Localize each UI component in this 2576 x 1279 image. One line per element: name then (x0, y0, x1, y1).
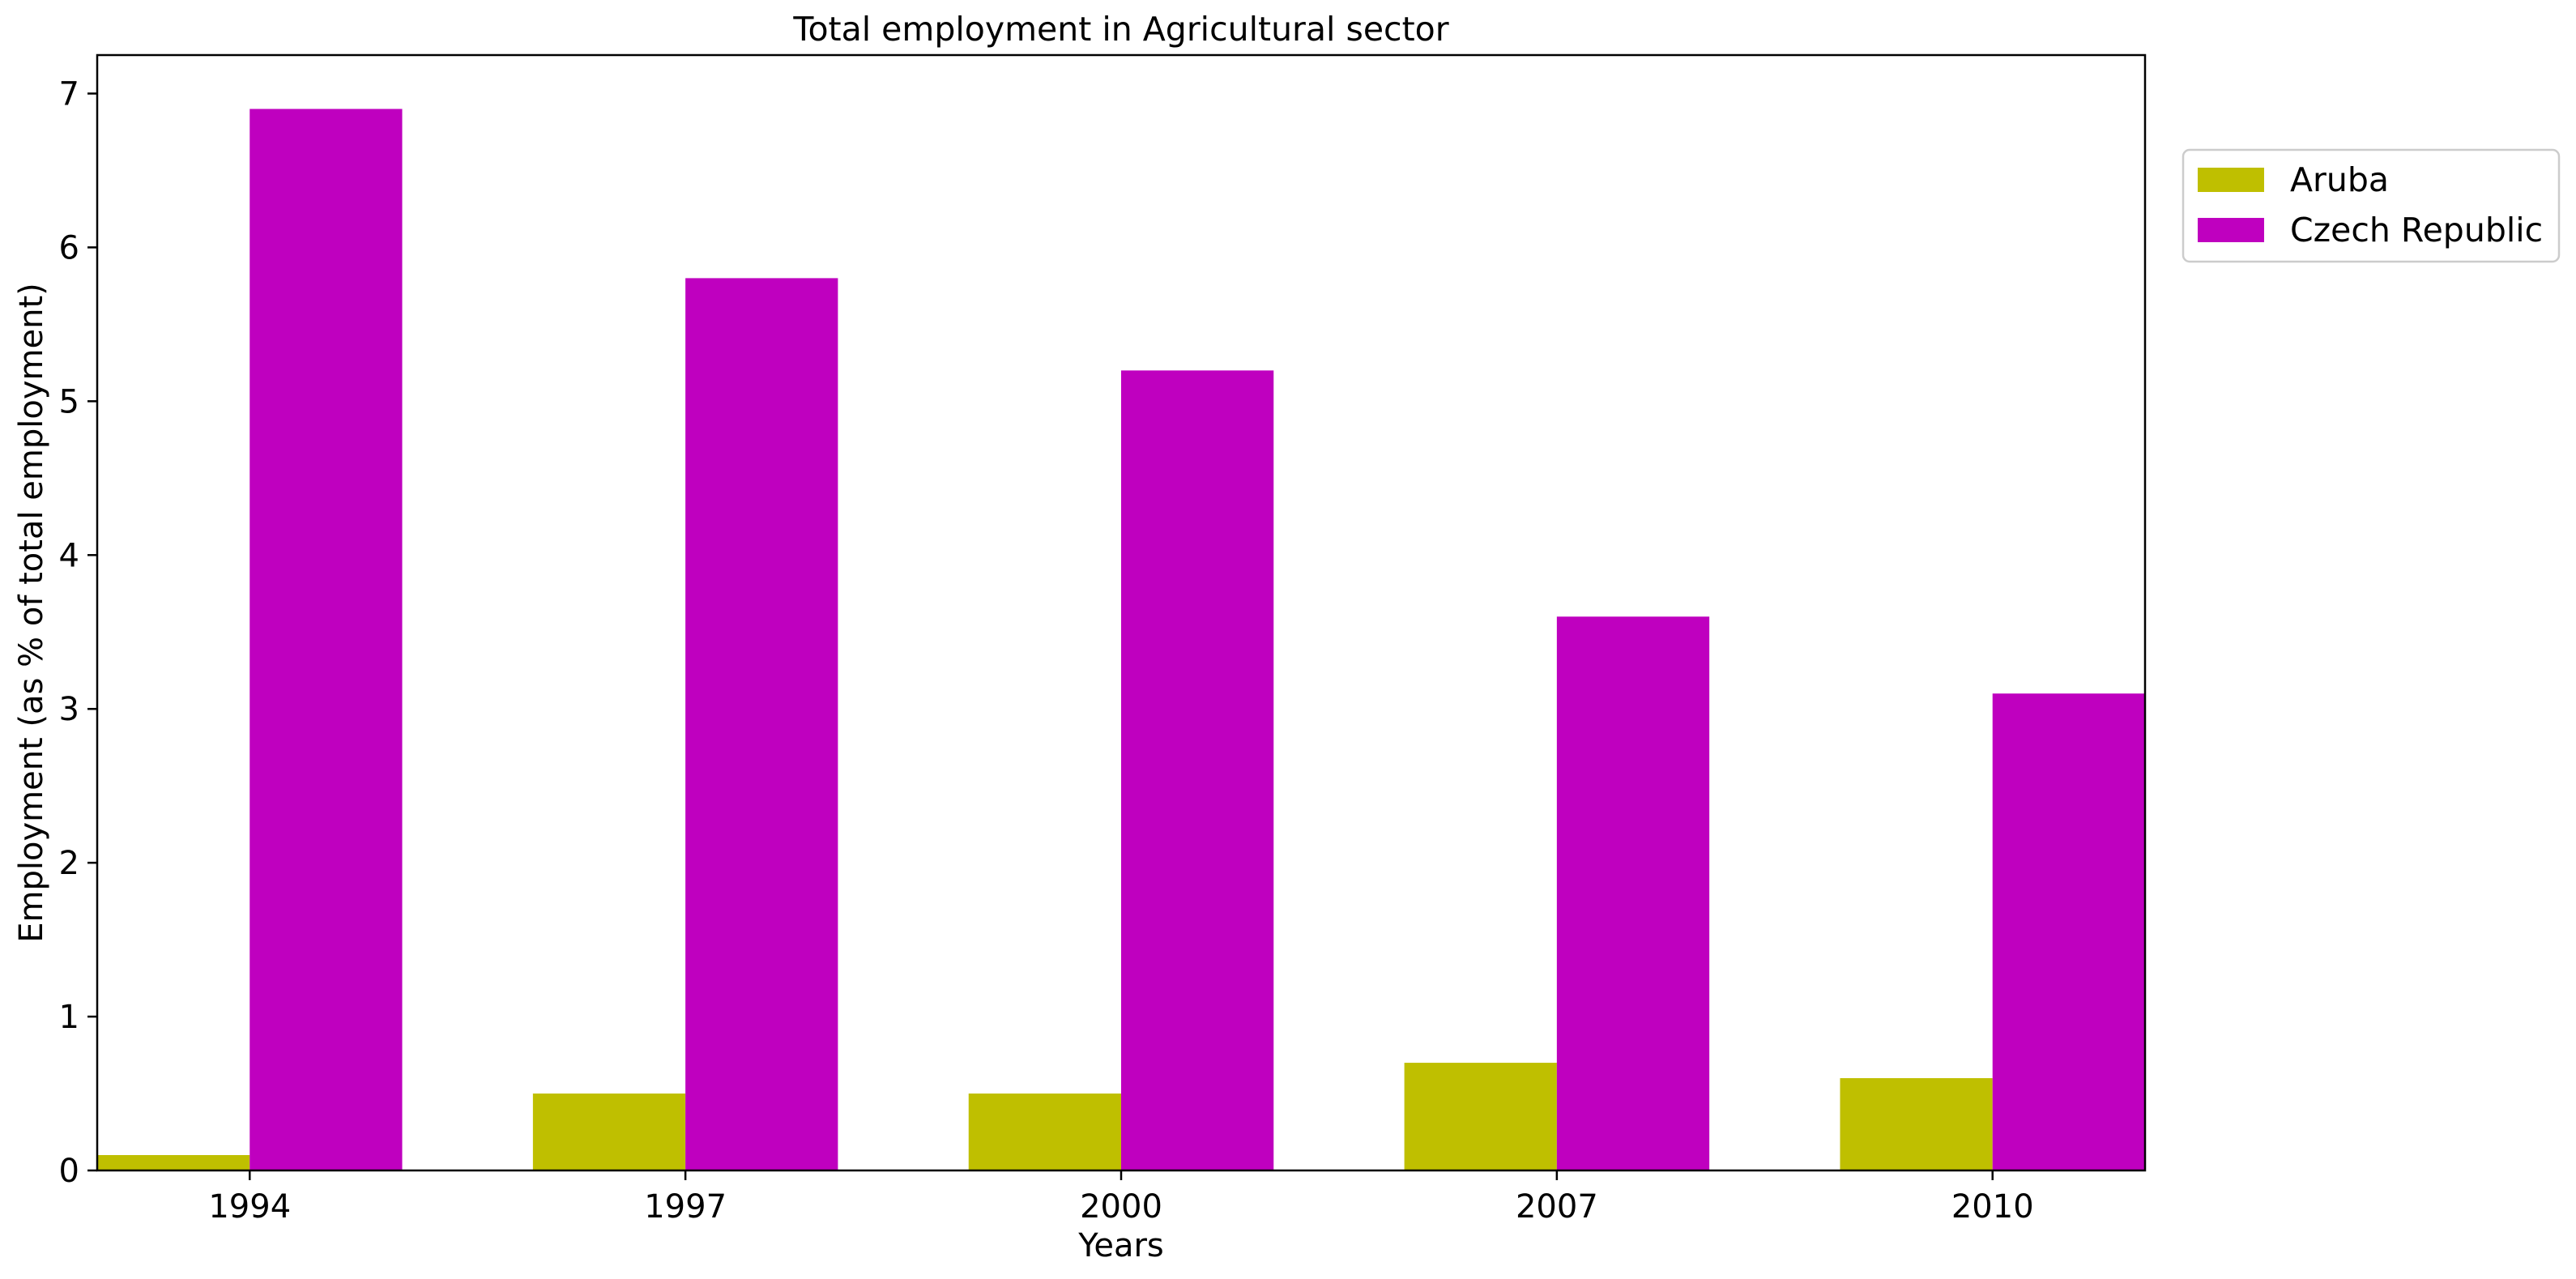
y-tick-label: 6 (59, 229, 79, 266)
y-axis-title: Employment (as % of total employment) (13, 283, 50, 943)
y-tick-label: 1 (59, 999, 79, 1036)
legend-swatch (2198, 168, 2264, 192)
x-tick-label: 2010 (1951, 1188, 2034, 1226)
y-tick-label: 4 (59, 537, 79, 574)
legend-box (2181, 148, 2561, 263)
legend-label: Czech Republic (2290, 211, 2543, 249)
legend: Aruba Czech Republic (2181, 148, 2561, 263)
y-tick-label: 7 (59, 75, 79, 113)
y-tick-label: 3 (59, 691, 79, 728)
legend-label: Aruba (2290, 160, 2389, 199)
bar-aruba-2007 (1404, 1063, 1557, 1170)
bars-layer (97, 109, 2145, 1171)
bar-aruba-1994 (97, 1155, 250, 1170)
x-axis: 1994 1997 2000 2007 2010 (208, 1170, 2034, 1226)
x-tick-label: 1997 (644, 1188, 727, 1226)
y-tick-label: 0 (59, 1153, 79, 1190)
bar-aruba-1997 (532, 1094, 686, 1170)
legend-swatch (2198, 218, 2264, 242)
bar-aruba-2010 (1840, 1078, 1993, 1170)
bar-aruba-2000 (968, 1094, 1121, 1170)
x-tick-label: 2000 (1080, 1188, 1162, 1226)
y-axis: 0 1 2 3 4 5 6 7 (59, 75, 97, 1190)
x-axis-title: Years (1077, 1227, 1164, 1264)
y-tick-label: 2 (59, 845, 79, 882)
bar-czech-republic-1997 (685, 278, 838, 1170)
bar-czech-republic-2010 (1992, 693, 2145, 1170)
bar-czech-republic-2007 (1556, 616, 1710, 1170)
x-tick-label: 1994 (208, 1188, 291, 1226)
bar-czech-republic-2000 (1121, 370, 1274, 1170)
bar-czech-republic-1994 (249, 109, 403, 1171)
y-tick-label: 5 (59, 383, 79, 420)
chart-title: Total employment in Agricultural sector (792, 10, 1448, 49)
x-tick-label: 2007 (1516, 1188, 1598, 1226)
